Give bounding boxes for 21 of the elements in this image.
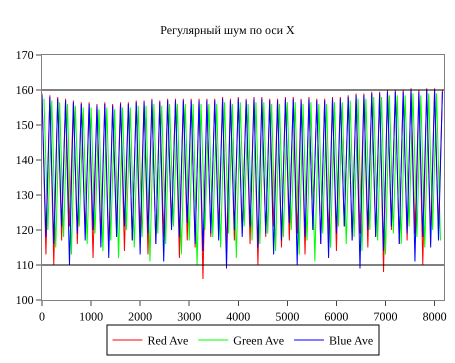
- x-tick-label: 1000: [79, 309, 104, 324]
- x-tick-label: 8000: [422, 309, 447, 324]
- x-tick-label: 7000: [374, 309, 398, 324]
- x-tick-label: 4000: [226, 309, 250, 324]
- y-tick-label: 110: [16, 258, 34, 272]
- y-tick-label: 120: [16, 223, 34, 238]
- x-tick-label: 0: [39, 309, 45, 324]
- x-tick-label: 5000: [275, 309, 300, 324]
- y-tick-label: 140: [16, 153, 34, 168]
- y-tick-label: 170: [16, 48, 34, 62]
- legend-label: Green Ave: [233, 334, 284, 348]
- y-tick-label: 130: [16, 188, 34, 202]
- x-tick-label: 2000: [128, 309, 152, 324]
- x-tick-label: 3000: [177, 309, 202, 324]
- y-tick-label: 100: [16, 293, 34, 308]
- x-tick-label: 6000: [324, 309, 348, 324]
- legend-label: Blue Ave: [329, 334, 374, 348]
- y-tick-label: 150: [16, 118, 34, 132]
- y-tick-label: 160: [16, 83, 34, 98]
- legend-label: Red Ave: [148, 334, 188, 348]
- chart-title: Регулярный шум по оси X: [160, 22, 296, 37]
